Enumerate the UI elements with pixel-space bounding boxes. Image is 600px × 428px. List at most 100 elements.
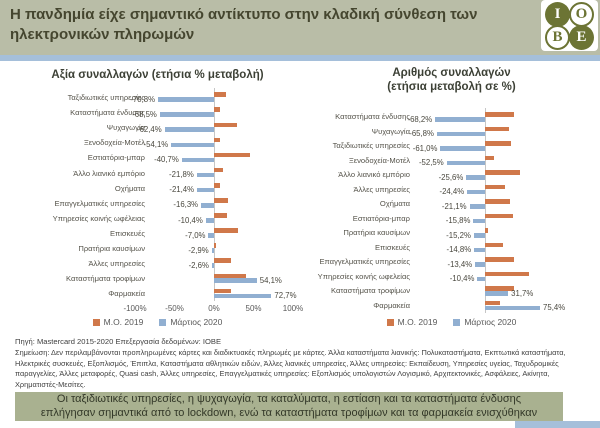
category-label: Φαρμακεία — [108, 289, 145, 299]
bar-avg-2019 — [485, 199, 510, 204]
chart-plot-area: Καταστήματα ένδυσης -68,2% Ψυχαγωγία -65,8%… — [303, 108, 600, 314]
category-label: Ψυχαγωγία — [371, 126, 410, 136]
bar-avg-2019 — [485, 126, 510, 132]
chart-row: Ταξιδιωτικές υπηρεσίες -70,8% — [15, 90, 300, 105]
category-label: Επισκευές — [109, 228, 145, 238]
value-label: -15,2% — [446, 230, 471, 240]
bar-avg-2019 — [214, 107, 221, 113]
chart-plot-area: Ταξιδιωτικές υπηρεσίες -70,8% Καταστήματα … — [15, 88, 300, 302]
category-label: Ξενοδοχεία-Μοτέλ — [348, 155, 410, 165]
category-label: Άλλες υπηρεσίες — [88, 259, 145, 269]
bar-avg-2019 — [485, 213, 513, 219]
chart-transaction-count: Αριθμός συναλλαγών (ετήσια μεταβολή σε %… — [303, 63, 600, 338]
value-label: -40,7% — [154, 155, 179, 165]
chart-row: Οχήματα -21,1% — [303, 197, 600, 212]
value-label: -13,4% — [447, 259, 473, 269]
value-label: -68,2% — [407, 114, 433, 124]
bar-march-2020 — [436, 131, 485, 137]
value-label: -52,5% — [418, 158, 444, 168]
chart-row: Επισκευές -7,0% — [15, 226, 300, 241]
bar-march-2020 — [473, 233, 485, 238]
chart-row: Οχήματα -21,4% — [15, 181, 300, 196]
category-label: Άλλο λιανικό εμπόριο — [338, 170, 410, 179]
category-label: Επισκευές — [374, 242, 410, 252]
bar-march-2020 — [197, 187, 214, 193]
accent-strip — [0, 55, 600, 61]
zero-axis-line — [214, 88, 215, 302]
x-axis-tick: 0% — [208, 304, 220, 313]
bar-avg-2019 — [214, 213, 228, 218]
category-label: Φαρμακεία — [373, 300, 410, 310]
value-label: 72,7% — [274, 291, 297, 301]
bar-avg-2019 — [214, 167, 224, 173]
chart-row: Φαρμακεία 75,4% — [303, 299, 600, 314]
source-note: Πηγή: Mastercard 2015-2020 Επεξεργασία δ… — [15, 337, 222, 346]
x-axis — [303, 63, 600, 73]
value-label: 31,7% — [511, 288, 534, 298]
bar-avg-2019 — [214, 137, 220, 143]
chart-row: Ξενοδοχεία-Μοτέλ -52,5% — [303, 154, 600, 169]
value-label: -10,4% — [449, 274, 475, 284]
category-label: Καταστήματα ένδυσης — [335, 112, 410, 121]
x-axis-tick: 100% — [282, 304, 304, 313]
bar-avg-2019 — [485, 155, 494, 161]
bar-march-2020 — [201, 202, 214, 208]
logo-letter-i: I — [545, 2, 570, 27]
chart-row: Ξενοδοχεία-Μοτέλ -54,1% — [15, 135, 300, 150]
category-label: Υπηρεσίες κοινής ωφέλειας — [52, 213, 145, 223]
x-axis-tick: 50% — [245, 304, 262, 313]
bar-march-2020 — [196, 172, 214, 178]
value-label: -16,3% — [173, 200, 199, 210]
value-label: -10,4% — [178, 215, 203, 225]
bar-march-2020 — [469, 204, 485, 209]
bar-avg-2019 — [485, 228, 488, 233]
bar-march-2020 — [181, 157, 214, 163]
chart-title: Αριθμός συναλλαγών (ετήσια μεταβολή σε %… — [387, 67, 516, 94]
bar-avg-2019 — [485, 112, 515, 117]
legend-item: Μ.Ο. 2019 — [386, 317, 437, 327]
value-label: 75,4% — [543, 303, 566, 313]
bar-avg-2019 — [485, 242, 503, 248]
bar-march-2020 — [171, 142, 214, 148]
category-label: Ξενοδοχεία-Μοτέλ — [83, 138, 145, 148]
category-label: Εστιατόρια-μπαρ — [352, 213, 410, 223]
value-label: -7,0% — [185, 230, 206, 240]
bar-march-2020 — [473, 218, 485, 224]
bar-avg-2019 — [485, 286, 515, 291]
category-label: Πρατήρια καυσίμων — [78, 244, 145, 253]
bar-march-2020 — [214, 293, 272, 299]
chart-row: Φαρμακεία 72,7% — [15, 286, 300, 301]
bar-march-2020 — [435, 117, 485, 122]
bar-march-2020 — [214, 278, 257, 284]
chart-row: Επισκευές -14,8% — [303, 241, 600, 256]
bar-march-2020 — [159, 112, 214, 117]
corner-accent — [515, 421, 600, 428]
bar-march-2020 — [211, 263, 214, 268]
legend-item: Μάρτιος 2020 — [453, 317, 516, 327]
bar-avg-2019 — [214, 122, 237, 128]
legend-label: Μάρτιος 2020 — [170, 317, 223, 327]
value-label: -61,0% — [412, 143, 438, 153]
value-label: -2,6% — [188, 260, 209, 270]
chart-row: Ψυχαγωγία -62,4% — [15, 120, 300, 135]
value-label: -24,4% — [439, 187, 465, 197]
bar-march-2020 — [485, 291, 509, 296]
chart-row: Επαγγελματικές υπηρεσίες -13,4% — [303, 255, 600, 270]
bar-march-2020 — [164, 127, 214, 133]
chart-row: Εστιατόρια-μπαρ -40,7% — [15, 150, 300, 165]
category-label: Επαγγελματικές υπηρεσίες — [319, 257, 410, 266]
bar-avg-2019 — [485, 141, 511, 146]
chart-row: Υπηρεσίες κοινής ωφέλειας -10,4% — [15, 211, 300, 226]
category-label: Οχήματα — [114, 183, 145, 193]
bar-march-2020 — [474, 247, 485, 253]
bar-avg-2019 — [214, 273, 246, 279]
value-label: -25,6% — [438, 172, 464, 182]
legend-swatch-avg-2019 — [92, 318, 100, 326]
x-axis-tick: -100% — [123, 304, 147, 313]
value-label: -68,5% — [132, 109, 157, 119]
chart-legend: Μ.Ο. 2019 Μάρτιος 2020 — [15, 317, 300, 327]
key-takeaway-banner: Οι ταξιδιωτικές υπηρεσίες, η ψυχαγωγία, … — [15, 392, 563, 421]
logo-letter-e: E — [569, 25, 594, 50]
bar-avg-2019 — [214, 243, 217, 248]
legend-swatch-march-2020 — [159, 318, 167, 326]
